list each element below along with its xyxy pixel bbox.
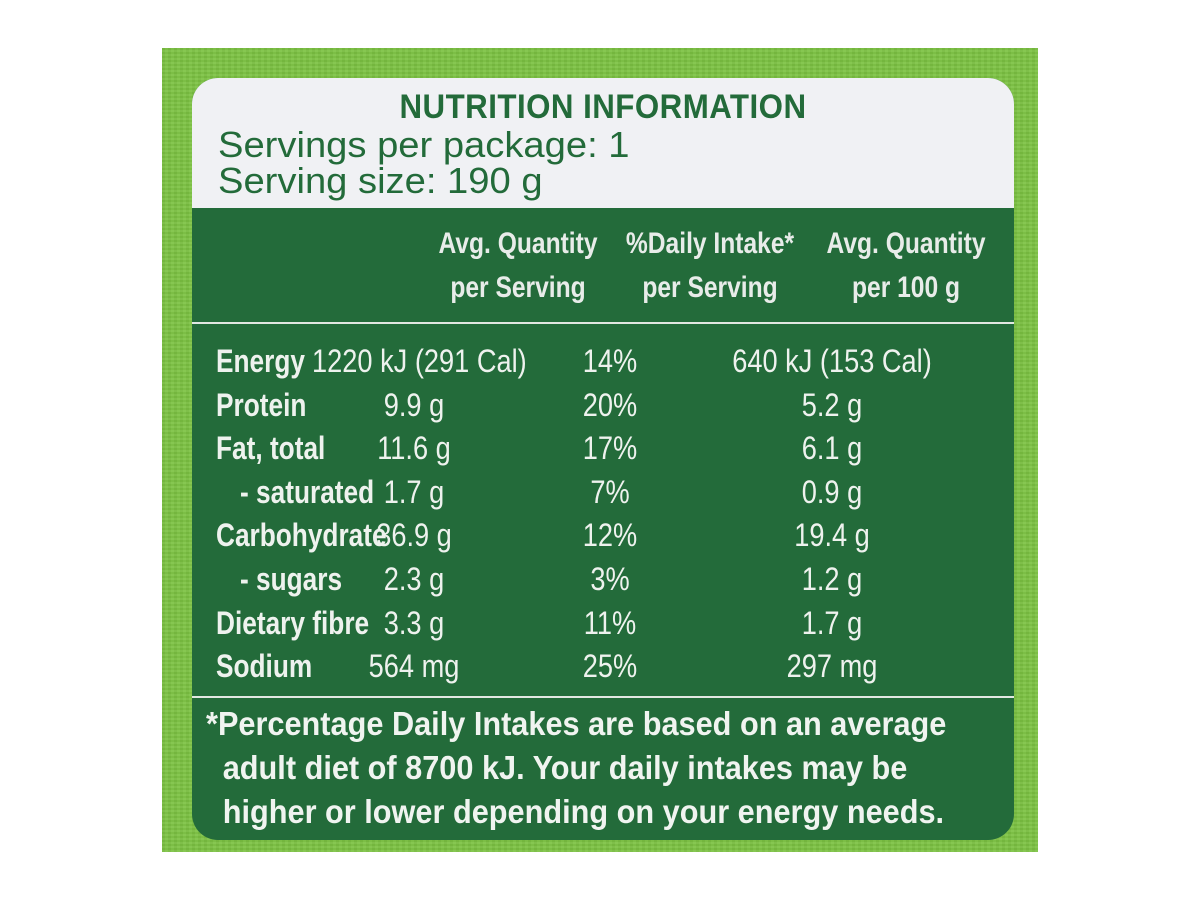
daily-intake-value: 14% xyxy=(582,343,638,379)
per-100g-value: 0.9 g xyxy=(801,473,863,510)
daily-intake-value: 7% xyxy=(590,473,630,510)
nutrient-name: Energy xyxy=(216,343,305,379)
servings-per-package: Servings per package: 1 xyxy=(218,124,630,165)
daily-intake-value: 25% xyxy=(582,648,638,685)
footnote: *Percentage Daily Intakes are based on a… xyxy=(206,702,950,834)
column-header-per-100g: Avg. Quantity per 100 g xyxy=(824,222,988,310)
nutrition-panel: NUTRITION INFORMATION Servings per packa… xyxy=(192,78,1014,840)
daily-intake-value: 12% xyxy=(582,517,638,554)
per-serving-value: 9.9 g xyxy=(383,386,445,423)
daily-intake-value: 20% xyxy=(582,386,638,423)
nutrient-name: Dietary fibre xyxy=(216,604,370,641)
footnote-line: higher or lower depending on your energy… xyxy=(222,793,945,830)
column-header-line: Avg. Quantity xyxy=(438,227,598,260)
table-row: Fat, total 11.6 g 17% 6.1 g xyxy=(192,427,1014,471)
column-header-per-serving: Avg. Quantity per Serving xyxy=(436,222,600,310)
nutrient-name: Sodium xyxy=(216,648,313,685)
column-header-line: per Serving xyxy=(642,271,778,304)
per-serving-value: 564 mg xyxy=(368,648,460,685)
per-serving-value: 36.9 g xyxy=(376,517,452,554)
per-serving-value: 1.7 g xyxy=(383,473,445,510)
per-100g-value: 19.4 g xyxy=(794,517,870,554)
per-100g-value: 297 mg xyxy=(786,648,878,685)
per-serving-value: 1220 kJ (291 Cal) xyxy=(312,343,527,379)
table-row: Carbohydrate 36.9 g 12% 19.4 g xyxy=(192,514,1014,558)
column-header-line: per 100 g xyxy=(851,271,961,304)
table-row: Protein 9.9 g 20% 5.2 g xyxy=(192,384,1014,428)
serving-size: Serving size: 190 g xyxy=(218,160,543,201)
nutrient-name: - saturated xyxy=(240,473,375,510)
nutrition-title: NUTRITION INFORMATION xyxy=(399,88,807,126)
column-header-line: per Serving xyxy=(450,271,586,304)
per-100g-value: 1.2 g xyxy=(801,560,863,597)
per-100g-value: 640 kJ (153 Cal) xyxy=(732,343,932,379)
package-background: NUTRITION INFORMATION Servings per packa… xyxy=(162,48,1038,852)
per-serving-value: 3.3 g xyxy=(383,604,445,641)
table-row: Dietary fibre 3.3 g 11% 1.7 g xyxy=(192,602,1014,646)
nutrient-name: - sugars xyxy=(240,560,343,597)
header-divider xyxy=(192,322,1014,324)
nutrient-name: Fat, total xyxy=(216,430,326,467)
nutrient-name: Protein xyxy=(216,386,307,423)
per-100g-value: 1.7 g xyxy=(801,604,863,641)
panel-header: NUTRITION INFORMATION Servings per packa… xyxy=(192,78,1014,208)
per-serving-value: 11.6 g xyxy=(377,430,451,467)
column-header-line: Avg. Quantity xyxy=(826,227,986,260)
table-row: Energy 1220 kJ (291 Cal) 14% 640 kJ (153… xyxy=(192,340,1014,384)
footer-divider xyxy=(192,696,1014,698)
daily-intake-value: 3% xyxy=(590,560,630,597)
column-header-daily-intake: %Daily Intake* per Serving xyxy=(612,222,809,310)
per-100g-value: 6.1 g xyxy=(801,430,863,467)
table-row: Sodium 564 mg 25% 297 mg xyxy=(192,645,1014,689)
nutrient-table: Energy 1220 kJ (291 Cal) 14% 640 kJ (153… xyxy=(192,340,1014,689)
table-row: - saturated 1.7 g 7% 0.9 g xyxy=(192,471,1014,515)
column-header-line: %Daily Intake* xyxy=(625,227,795,260)
table-row: - sugars 2.3 g 3% 1.2 g xyxy=(192,558,1014,602)
nutrient-name: Carbohydrate xyxy=(216,517,387,554)
daily-intake-value: 11% xyxy=(583,604,637,641)
footnote-line: adult diet of 8700 kJ. Your daily intake… xyxy=(222,749,908,786)
footnote-line: *Percentage Daily Intakes are based on a… xyxy=(206,705,947,742)
daily-intake-value: 17% xyxy=(582,430,638,467)
per-serving-value: 2.3 g xyxy=(383,560,445,597)
per-100g-value: 5.2 g xyxy=(801,386,863,423)
